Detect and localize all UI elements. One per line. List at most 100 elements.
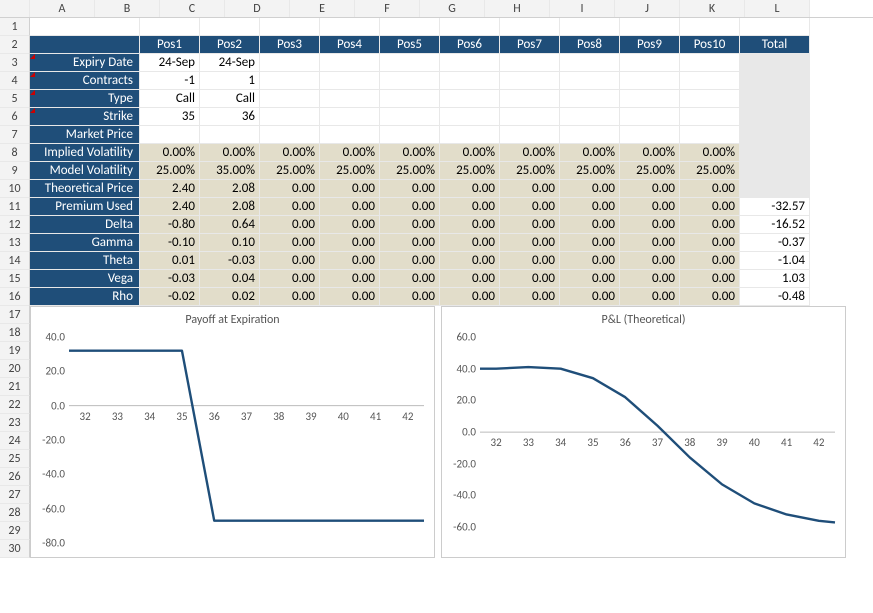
row-header[interactable]: 2 xyxy=(0,36,30,54)
cell[interactable] xyxy=(620,72,680,90)
cell[interactable]: 0.01 xyxy=(140,252,200,270)
cell[interactable]: 0.00% xyxy=(200,144,260,162)
cell[interactable] xyxy=(380,90,440,108)
pos-header[interactable]: Pos7 xyxy=(500,36,560,54)
cell[interactable] xyxy=(320,54,380,72)
row-header[interactable]: 28 xyxy=(0,504,30,522)
cell[interactable]: 0.00% xyxy=(260,144,320,162)
cell[interactable] xyxy=(440,54,500,72)
total-cell[interactable]: -0.48 xyxy=(740,288,810,306)
cell[interactable]: 0.00 xyxy=(620,288,680,306)
cell[interactable]: 0.00% xyxy=(500,144,560,162)
cell[interactable] xyxy=(680,108,740,126)
row-header[interactable]: 11 xyxy=(0,198,30,216)
cell[interactable]: 0.00 xyxy=(680,198,740,216)
row-header[interactable]: 29 xyxy=(0,522,30,540)
col-header[interactable]: J xyxy=(615,0,680,17)
row-header[interactable]: 18 xyxy=(0,324,30,342)
cell[interactable]: 0.00 xyxy=(500,270,560,288)
total-cell[interactable] xyxy=(740,126,810,144)
col-header[interactable]: K xyxy=(680,0,745,17)
cell[interactable]: 0.00 xyxy=(260,234,320,252)
cell[interactable]: 0.00 xyxy=(500,216,560,234)
row-header[interactable]: 23 xyxy=(0,414,30,432)
cell[interactable] xyxy=(260,54,320,72)
cell[interactable]: 0.00 xyxy=(440,288,500,306)
cell[interactable]: 0.10 xyxy=(200,234,260,252)
cell[interactable] xyxy=(200,126,260,144)
pos-header[interactable]: Pos1 xyxy=(140,36,200,54)
total-cell[interactable]: -0.37 xyxy=(740,234,810,252)
cell[interactable]: -0.10 xyxy=(140,234,200,252)
cell[interactable]: 25.00% xyxy=(440,162,500,180)
cell[interactable]: 25.00% xyxy=(320,162,380,180)
row-header[interactable]: 30 xyxy=(0,540,30,558)
row-header[interactable]: 3 xyxy=(0,54,30,72)
cell[interactable]: -1 xyxy=(140,72,200,90)
cell[interactable]: 0.00 xyxy=(680,216,740,234)
cell[interactable] xyxy=(500,54,560,72)
pos-header[interactable]: Pos3 xyxy=(260,36,320,54)
row-header[interactable]: 8 xyxy=(0,144,30,162)
row-header[interactable]: 4 xyxy=(0,72,30,90)
cell[interactable]: 0.00 xyxy=(560,198,620,216)
row-header[interactable]: 25 xyxy=(0,450,30,468)
cell[interactable]: 0.00 xyxy=(500,252,560,270)
cell[interactable]: 0.64 xyxy=(200,216,260,234)
cell[interactable] xyxy=(500,72,560,90)
cell[interactable]: 2.40 xyxy=(140,180,200,198)
cell[interactable] xyxy=(680,72,740,90)
cell[interactable]: 0.00 xyxy=(440,180,500,198)
total-cell[interactable]: 1.03 xyxy=(740,270,810,288)
cell[interactable]: 0.00 xyxy=(440,234,500,252)
cell[interactable]: 0.00% xyxy=(620,144,680,162)
cell[interactable]: 0.00 xyxy=(440,252,500,270)
cell[interactable]: 0.02 xyxy=(200,288,260,306)
cell[interactable]: 0.00% xyxy=(140,144,200,162)
cell[interactable] xyxy=(260,72,320,90)
cell[interactable] xyxy=(380,126,440,144)
cell[interactable] xyxy=(560,108,620,126)
cell[interactable]: 0.00 xyxy=(320,198,380,216)
cell[interactable]: -0.03 xyxy=(200,252,260,270)
cell[interactable]: 2.08 xyxy=(200,180,260,198)
cell[interactable]: 0.00 xyxy=(620,180,680,198)
payoff-chart[interactable]: Payoff at Expiration -80.0-60.0-40.0-20.… xyxy=(30,306,435,558)
row-header[interactable]: 7 xyxy=(0,126,30,144)
total-cell[interactable]: -16.52 xyxy=(740,216,810,234)
total-cell[interactable] xyxy=(740,180,810,198)
cell[interactable]: 35 xyxy=(140,108,200,126)
cell[interactable] xyxy=(680,90,740,108)
cell[interactable]: 2.08 xyxy=(200,198,260,216)
cell[interactable]: 36 xyxy=(200,108,260,126)
cell[interactable] xyxy=(620,126,680,144)
cell[interactable]: 0.00 xyxy=(560,234,620,252)
row-header[interactable]: 27 xyxy=(0,486,30,504)
row-header[interactable]: 17 xyxy=(0,306,30,324)
cell[interactable]: 25.00% xyxy=(500,162,560,180)
row-header[interactable]: 16 xyxy=(0,288,30,306)
cell[interactable]: 0.00 xyxy=(320,234,380,252)
cell[interactable]: -0.03 xyxy=(140,270,200,288)
cell[interactable]: 0.00 xyxy=(320,270,380,288)
cell[interactable] xyxy=(500,108,560,126)
cell[interactable] xyxy=(560,54,620,72)
cell[interactable] xyxy=(380,54,440,72)
cell[interactable]: 0.00 xyxy=(320,288,380,306)
cell[interactable] xyxy=(380,108,440,126)
row-header[interactable]: 20 xyxy=(0,360,30,378)
cell[interactable] xyxy=(560,72,620,90)
cell[interactable] xyxy=(620,90,680,108)
col-header[interactable]: A xyxy=(30,0,95,17)
cell[interactable]: 25.00% xyxy=(560,162,620,180)
cell[interactable] xyxy=(620,108,680,126)
row-header[interactable]: 22 xyxy=(0,396,30,414)
col-header[interactable]: B xyxy=(95,0,160,17)
cell[interactable]: 0.00 xyxy=(680,234,740,252)
pos-header[interactable]: Pos4 xyxy=(320,36,380,54)
cell[interactable]: 0.00% xyxy=(380,144,440,162)
col-header[interactable]: H xyxy=(485,0,550,17)
cell[interactable]: 24-Sep xyxy=(200,54,260,72)
cell[interactable] xyxy=(500,126,560,144)
cell[interactable]: 0.00% xyxy=(320,144,380,162)
